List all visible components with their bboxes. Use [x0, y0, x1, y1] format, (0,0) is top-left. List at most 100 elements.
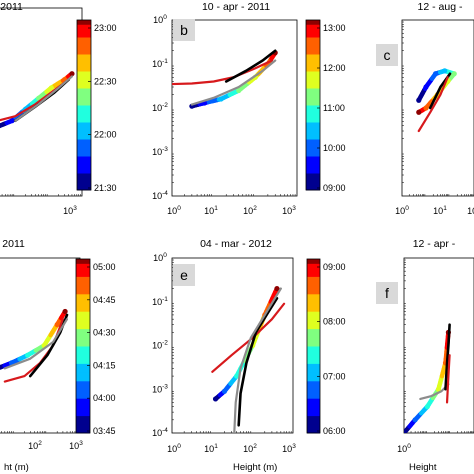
colorbar-band — [76, 393, 90, 399]
colorbar-band — [307, 385, 320, 390]
colorbar-band — [307, 398, 320, 404]
x-tick-label: 102 — [243, 443, 257, 454]
colorbar-band — [77, 105, 91, 110]
colorbar-tick-label: 12:00 — [323, 63, 346, 73]
panel-title: g - 2011 — [0, 238, 25, 250]
axes-frame — [171, 257, 294, 434]
colorbar-frame — [76, 19, 92, 191]
y-tick-label: 10-4 — [152, 190, 168, 201]
series-point — [451, 71, 457, 77]
x-tick-label: 101 — [204, 443, 218, 454]
colorbar-band — [77, 173, 91, 178]
colorbar-band — [306, 62, 320, 68]
y-tick-label: 10-3 — [152, 146, 168, 157]
colorbar-band — [307, 419, 320, 425]
colorbar-band — [76, 424, 90, 430]
colorbar-tick-label: 11:00 — [323, 103, 345, 113]
colorbar-band — [306, 49, 320, 55]
series-point — [435, 386, 442, 392]
series-point — [424, 404, 430, 410]
series-line-red — [172, 59, 274, 86]
x-tick-label: 103 — [282, 443, 296, 454]
colorbar-band — [77, 62, 91, 68]
panel-letter-box — [376, 282, 398, 304]
colorbar-band — [76, 376, 90, 382]
colorbar-band — [77, 117, 91, 123]
colorbar-frame — [75, 258, 91, 434]
series-line-red — [417, 76, 449, 133]
colorbar-band — [76, 276, 90, 282]
panel-d: g - 2011 102 103 05:00 04:45 04:30 04:15 04:00 0… — [0, 238, 116, 473]
colorbar-band — [76, 398, 90, 404]
panel-letter: b — [180, 22, 188, 38]
colorbar-band — [306, 54, 320, 59]
colorbar-band — [77, 156, 91, 161]
series-line-gray — [14, 75, 74, 122]
y-tick-label: 100 — [153, 14, 167, 25]
colorbar-band — [77, 37, 91, 42]
colorbar-band — [306, 122, 320, 127]
colorbar-band — [306, 117, 320, 123]
x-tick-label: 100 — [397, 443, 411, 454]
colorbar-band — [306, 79, 320, 85]
y-tick-label: 10-2 — [152, 340, 168, 351]
colorbar-tick-label: 21:30 — [94, 183, 117, 193]
series-line-black — [224, 49, 277, 83]
colorbar-band — [307, 302, 320, 308]
colorbar-tick-label: 09:00 — [323, 262, 346, 272]
colorbar-band — [76, 293, 90, 299]
x-tick-label: 101 — [204, 205, 218, 216]
panel-title: 10 - apr - 2011 — [202, 1, 270, 13]
colorbar-band — [76, 267, 90, 273]
colorbar-band — [306, 100, 320, 106]
colorbar-band — [306, 83, 320, 89]
colorbar-band — [77, 88, 91, 93]
plot-area — [172, 49, 278, 109]
series-point — [0, 125, 1, 129]
colorbar-band — [307, 289, 320, 295]
y-tick-label: 10-1 — [152, 296, 168, 307]
colorbar-band — [77, 24, 91, 29]
y-tick-label: 100 — [153, 252, 167, 263]
panel-title: 12 - apr - — [413, 238, 456, 250]
colorbar-band — [77, 126, 91, 131]
colorbar-band — [306, 181, 320, 187]
colorbar-band — [77, 20, 91, 25]
colorbar-band — [77, 109, 91, 114]
colorbar-band — [76, 389, 90, 395]
series-point — [423, 84, 429, 90]
colorbar-band — [77, 147, 91, 153]
colorbar-band — [76, 263, 90, 269]
panel-e: 04 - mar - 2012 e 100 101 102 103 100 10-1 10-2 1… — [152, 238, 345, 473]
colorbar-band — [76, 311, 90, 317]
colorbar-band — [76, 406, 90, 412]
colorbar-band — [307, 367, 320, 373]
colorbar-band — [77, 130, 91, 136]
series-point — [221, 388, 228, 394]
colorbar-band — [76, 302, 90, 308]
series-point — [234, 373, 240, 379]
colorbar-band — [77, 134, 91, 140]
colorbar-band — [306, 130, 320, 136]
colorbar-band — [307, 324, 320, 330]
colorbar-band — [306, 126, 320, 131]
colorbar-band — [306, 92, 320, 97]
panel-title: n - 2011 — [0, 1, 23, 13]
colorbar-band — [307, 315, 320, 321]
colorbar-band — [306, 37, 320, 42]
colorbar-tick-label: 22:30 — [94, 76, 117, 86]
colorbar-band — [307, 285, 320, 290]
colorbar-band — [306, 41, 320, 46]
colorbar-band — [76, 372, 90, 377]
colorbar-band — [307, 298, 320, 303]
colorbar-band — [306, 88, 320, 93]
colorbar-band — [306, 147, 320, 153]
series-line-gray — [233, 287, 282, 433]
colorbar-band — [307, 402, 320, 408]
x-axis-label: Height (m) — [233, 462, 277, 473]
colorbar-tick-label: 04:15 — [93, 360, 116, 370]
colorbar-band — [77, 160, 91, 165]
colorbar-band — [76, 385, 90, 390]
colorbar-band — [307, 293, 320, 299]
x-tick-label: 100 — [167, 205, 181, 216]
